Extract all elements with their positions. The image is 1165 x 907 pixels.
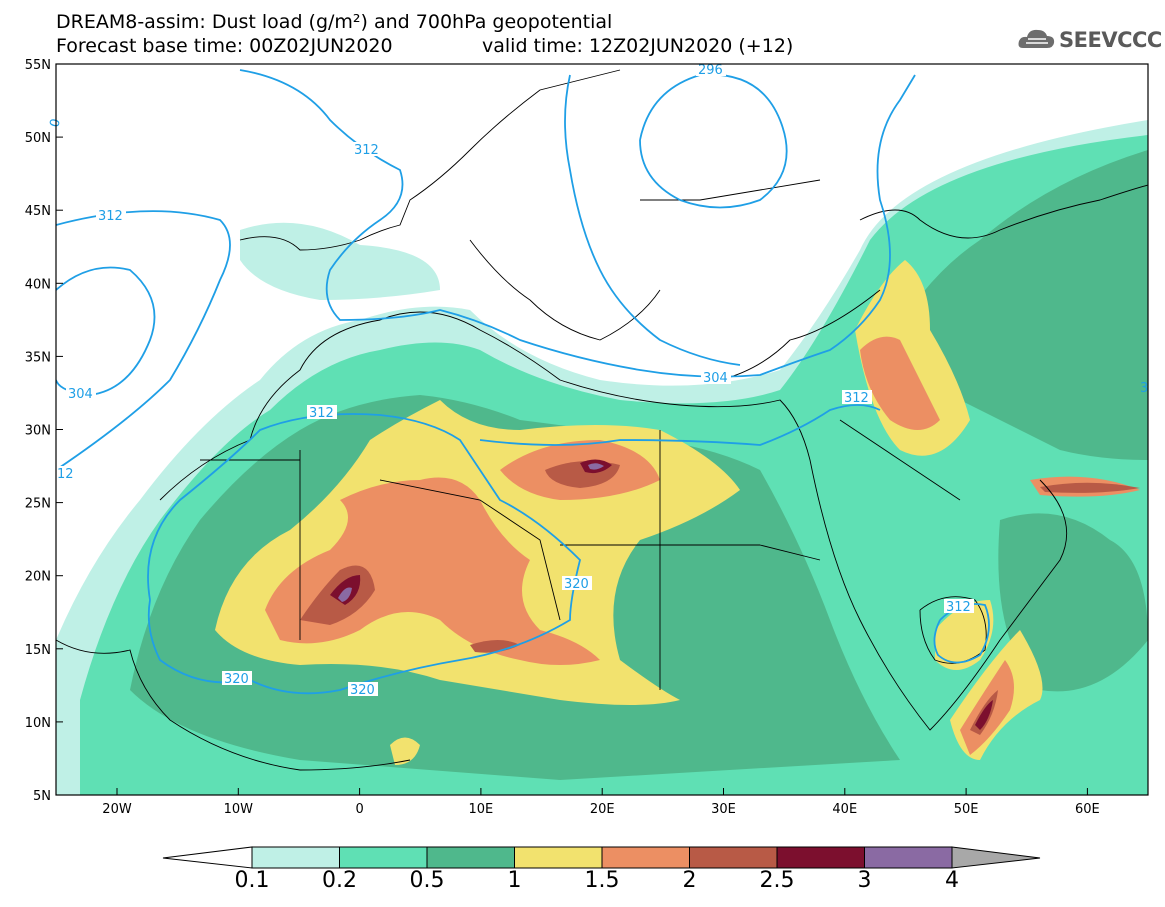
contour-label: 320 bbox=[222, 671, 252, 687]
lat-label: 50N bbox=[25, 131, 51, 146]
title-line-1: DREAM8-assim: Dust load (g/m²) and 700hP… bbox=[56, 11, 613, 33]
contour-label-text: 304 bbox=[703, 371, 728, 386]
geopotential-contours bbox=[56, 69, 990, 695]
contour-label-text: 3 bbox=[1140, 381, 1148, 396]
contour-label-text: 12 bbox=[57, 467, 74, 482]
contour-label: 312 bbox=[944, 599, 974, 615]
contour-label-text: 312 bbox=[844, 391, 869, 406]
contour-label: 312 bbox=[352, 142, 382, 158]
colorbar-tick-label: 3 bbox=[857, 868, 872, 893]
colorbar-swatch bbox=[689, 846, 778, 869]
contour-label: 320 bbox=[348, 682, 378, 698]
lat-label: 25N bbox=[25, 497, 51, 512]
lat-label: 15N bbox=[25, 643, 51, 658]
lon-label: 40E bbox=[832, 802, 857, 817]
colorbar-swatch bbox=[864, 846, 953, 869]
lat-label: 35N bbox=[25, 350, 51, 365]
contour-label-text: 296 bbox=[698, 63, 723, 78]
contour-label: 304 bbox=[66, 386, 96, 402]
lon-label: 30E bbox=[711, 802, 736, 817]
lon-label: 50E bbox=[954, 802, 979, 817]
lon-label: 20E bbox=[590, 802, 615, 817]
lat-label: 20N bbox=[25, 570, 51, 585]
colorbar-swatch bbox=[426, 846, 515, 869]
lon-label: 10W bbox=[224, 802, 254, 817]
contour-label: 312 bbox=[307, 405, 337, 421]
lat-label: 40N bbox=[25, 277, 51, 292]
contour-label-text: 320 bbox=[564, 577, 589, 592]
colorbar-swatch bbox=[339, 846, 428, 869]
seevccc-logo: SEEVCCC bbox=[1017, 24, 1162, 56]
lon-label: 60E bbox=[1075, 802, 1100, 817]
contour-label-text: 312 bbox=[98, 209, 123, 224]
dust-shading bbox=[56, 64, 1148, 795]
colorbar-swatch bbox=[776, 846, 865, 869]
contour-labels: 296 304 304 312 312 312 312 312 320 320 … bbox=[47, 62, 1148, 698]
title-base-time: Forecast base time: 00Z02JUN2020 bbox=[56, 35, 393, 57]
colorbar-over-triangle bbox=[951, 846, 1041, 869]
colorbar-tick-label: 0.2 bbox=[322, 868, 357, 893]
contour-label-text: 312 bbox=[946, 600, 971, 615]
lon-label: 0 bbox=[355, 802, 363, 817]
longitude-axis: 20W 10W 0 10E 20E 30E 40E 50E 60E bbox=[102, 788, 1100, 817]
lon-label: 10E bbox=[469, 802, 494, 817]
contour-label: 320 bbox=[562, 576, 592, 592]
colorbar-tick-label: 2.5 bbox=[759, 868, 795, 893]
contour-label: 3 bbox=[1140, 381, 1148, 396]
cloud-logo-icon bbox=[1018, 29, 1055, 48]
contour-label-text: 320 bbox=[350, 683, 375, 698]
colorbar-tick-label: 2 bbox=[682, 868, 697, 893]
contour-label: 12 bbox=[56, 466, 74, 482]
colorbar-tick-label: 0.5 bbox=[409, 868, 445, 893]
lat-label: 30N bbox=[25, 424, 51, 439]
colorbar-tick-label: 4 bbox=[945, 868, 959, 893]
logo-text: SEEVCCC bbox=[1059, 28, 1162, 52]
latitude-axis: 55N 50N 45N 40N 35N 30N 25N 20N 15N 10N 5N bbox=[25, 58, 63, 804]
contour-label-text: 304 bbox=[68, 387, 93, 402]
lat-label: 55N bbox=[25, 58, 51, 73]
lon-label: 20W bbox=[102, 802, 132, 817]
title-valid-time: valid time: 12Z02JUN2020 (+12) bbox=[482, 35, 794, 57]
colorbar-swatch bbox=[601, 846, 690, 869]
lat-label: 5N bbox=[33, 789, 51, 804]
contour-label-text: 320 bbox=[224, 672, 249, 687]
contour-label: 312 bbox=[96, 208, 126, 224]
colorbar-tick-label: 1 bbox=[507, 868, 522, 893]
contour-label: 296 bbox=[696, 62, 726, 78]
colorbar-swatch bbox=[251, 846, 340, 869]
colorbar-tick-label: 0.1 bbox=[234, 868, 270, 893]
contour-label-text: 312 bbox=[309, 406, 334, 421]
contour-label: 312 bbox=[842, 390, 872, 406]
lat-label: 10N bbox=[25, 716, 51, 731]
coastlines bbox=[56, 69, 1148, 771]
lat-label: 45N bbox=[25, 204, 51, 219]
colorbar-tick-label: 1.5 bbox=[584, 868, 620, 893]
colorbar-swatch bbox=[514, 846, 603, 869]
colorbar-under-triangle bbox=[162, 846, 253, 869]
contour-label: 304 bbox=[701, 370, 731, 386]
contour-label-text: 312 bbox=[354, 143, 379, 158]
colorbar bbox=[162, 846, 1041, 869]
